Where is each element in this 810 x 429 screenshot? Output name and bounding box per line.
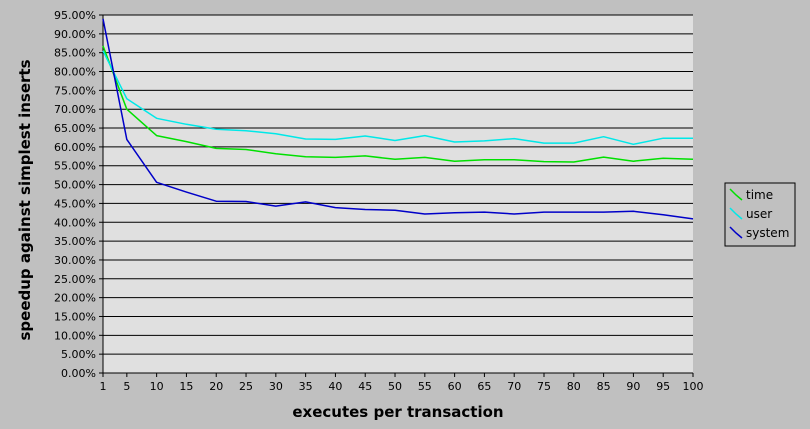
plot-area <box>103 15 693 373</box>
x-tick-label: 85 <box>597 380 611 393</box>
x-tick-label: 55 <box>418 380 432 393</box>
gridlines <box>103 14 693 374</box>
y-tick-label: 45.00% <box>54 197 96 210</box>
x-tick-label: 75 <box>537 380 551 393</box>
y-tick-label: 30.00% <box>54 254 96 267</box>
y-tick-label: 95.00% <box>54 9 96 22</box>
x-tick-label: 10 <box>150 380 164 393</box>
y-tick-label: 50.00% <box>54 179 96 192</box>
x-tick-label: 90 <box>626 380 640 393</box>
x-tick-label: 65 <box>477 380 491 393</box>
x-tick-label: 100 <box>683 380 704 393</box>
x-axis-tick-labels: 1 5 10 15 20 25 30 35 40 45 50 55 60 65 70 75 80 85 90 95 10… <box>100 373 704 393</box>
x-tick-label: 20 <box>209 380 223 393</box>
y-tick-label: 90.00% <box>54 28 96 41</box>
y-tick-label: 5.00% <box>61 348 96 361</box>
x-tick-label: 30 <box>269 380 283 393</box>
series-lines <box>102 18 694 220</box>
x-tick-label: 45 <box>358 380 372 393</box>
x-tick-label: 70 <box>507 380 521 393</box>
x-tick-label: 5 <box>123 380 130 393</box>
y-tick-label: 70.00% <box>54 103 96 116</box>
y-tick-label: 85.00% <box>54 47 96 60</box>
x-tick-label: 35 <box>299 380 313 393</box>
y-tick-label: 35.00% <box>54 235 96 248</box>
x-axis-title: executes per transaction <box>292 403 503 421</box>
x-tick-label: 60 <box>448 380 462 393</box>
y-tick-label: 25.00% <box>54 273 96 286</box>
y-tick-label: 75.00% <box>54 84 96 97</box>
legend-label-user: user <box>746 207 772 221</box>
y-tick-label: 65.00% <box>54 122 96 135</box>
legend: time user system <box>724 182 796 247</box>
y-tick-label: 40.00% <box>54 216 96 229</box>
x-tick-label: 95 <box>656 380 670 393</box>
y-axis-tick-labels: 0.00% 5.00% 10.00% 15.00% 20.00% 25.00% 30.00%… <box>54 9 103 380</box>
series-line-user <box>102 50 693 146</box>
y-tick-label: 55.00% <box>54 160 96 173</box>
y-tick-label: 10.00% <box>54 329 96 342</box>
legend-swatch-time <box>729 188 743 201</box>
legend-label-time: time <box>746 188 773 202</box>
series-line-time <box>102 45 694 163</box>
y-tick-label: 80.00% <box>54 66 96 79</box>
y-axis-title: speedup against simplest inserts <box>16 59 34 340</box>
x-tick-label: 50 <box>388 380 402 393</box>
y-tick-label: 60.00% <box>54 141 96 154</box>
x-tick-label: 40 <box>328 380 342 393</box>
x-tick-label: 15 <box>179 380 193 393</box>
x-tick-label: 25 <box>239 380 253 393</box>
x-tick-label: 1 <box>100 380 107 393</box>
series-line-system <box>102 18 694 220</box>
x-tick-label: 80 <box>567 380 581 393</box>
y-tick-label: 20.00% <box>54 292 96 305</box>
legend-swatch-user <box>729 207 743 220</box>
y-tick-label: 0.00% <box>61 367 96 380</box>
y-tick-label: 15.00% <box>54 310 96 323</box>
legend-swatch-system <box>729 226 743 239</box>
legend-label-system: system <box>746 226 789 240</box>
